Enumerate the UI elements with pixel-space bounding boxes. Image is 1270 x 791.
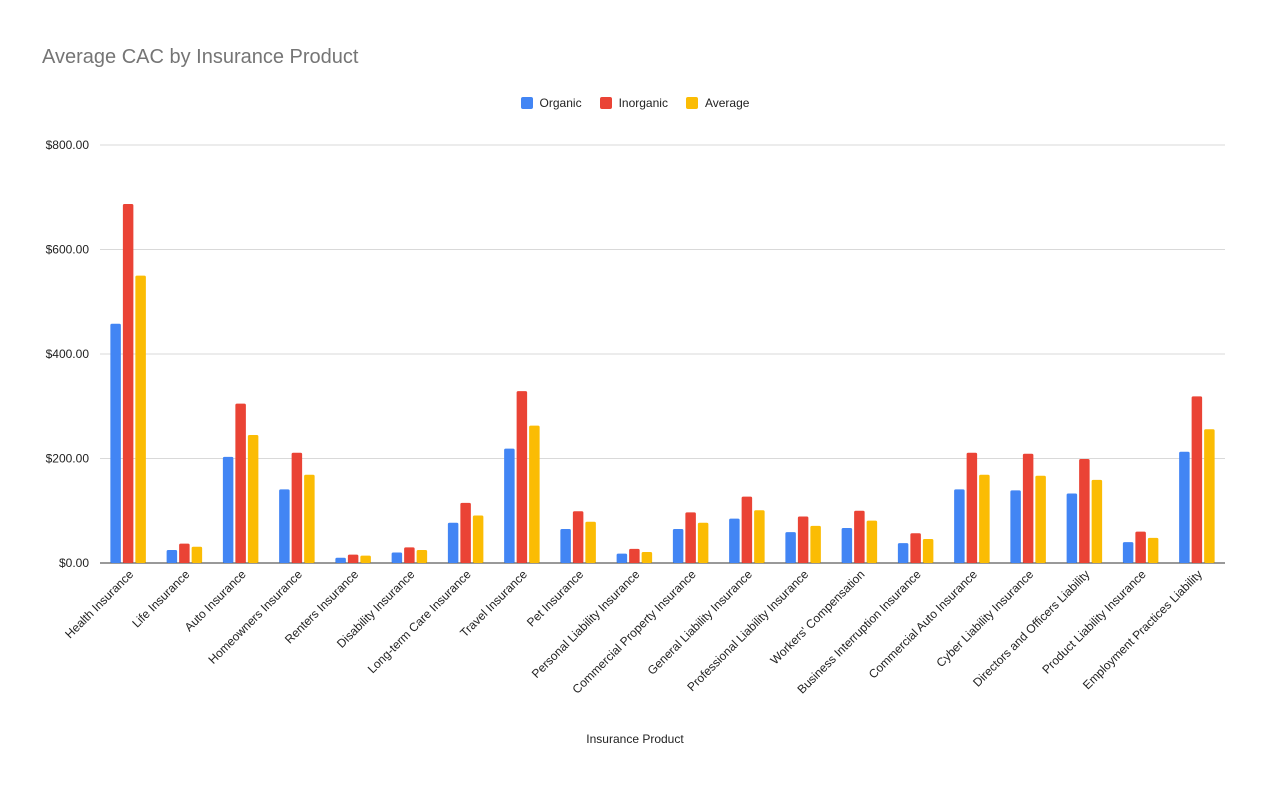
x-tick-label: Homeowners Insurance xyxy=(205,567,305,667)
bar-inorganic[interactable] xyxy=(235,403,246,563)
bar-average[interactable] xyxy=(191,546,203,563)
bar-organic[interactable] xyxy=(391,552,403,563)
bar-organic[interactable] xyxy=(447,522,459,563)
legend-swatch-organic xyxy=(520,97,533,109)
x-tick-label: Life Insurance xyxy=(129,567,192,630)
bar-inorganic[interactable] xyxy=(1135,531,1146,563)
legend-label-organic: Organic xyxy=(539,96,582,110)
chart-legend: Organic Inorganic Average xyxy=(0,96,1270,110)
bar-inorganic[interactable] xyxy=(1022,453,1034,563)
bar-average[interactable] xyxy=(247,434,259,563)
bar-organic[interactable] xyxy=(166,549,178,563)
bar-average[interactable] xyxy=(810,525,821,563)
bar-average[interactable] xyxy=(416,549,428,563)
bar-inorganic[interactable] xyxy=(1191,396,1203,563)
bar-inorganic[interactable] xyxy=(404,547,415,563)
bar-organic[interactable] xyxy=(1010,490,1021,563)
bar-average[interactable] xyxy=(697,522,709,563)
bar-inorganic[interactable] xyxy=(966,452,978,563)
bar-inorganic[interactable] xyxy=(854,510,865,563)
x-tick-label: Cyber Liability Insurance xyxy=(933,567,1036,670)
chart-title: Average CAC by Insurance Product xyxy=(42,46,359,68)
x-tick-label: Health Insurance xyxy=(62,567,136,641)
x-tick-label: Product Liability Insurance xyxy=(1039,567,1149,677)
bar-average[interactable] xyxy=(529,425,540,563)
bar-average[interactable] xyxy=(866,520,878,563)
bar-organic[interactable] xyxy=(841,527,853,563)
bar-organic[interactable] xyxy=(560,529,571,563)
bar-organic[interactable] xyxy=(616,553,628,563)
bar-organic[interactable] xyxy=(222,456,234,563)
y-tick-label: $400.00 xyxy=(46,347,90,361)
bar-organic[interactable] xyxy=(279,489,290,563)
bar-inorganic[interactable] xyxy=(629,548,640,563)
bar-inorganic[interactable] xyxy=(179,543,190,563)
y-tick-label: $200.00 xyxy=(46,452,90,466)
bar-average[interactable] xyxy=(1091,479,1103,563)
y-tick-label: $600.00 xyxy=(46,243,90,257)
bar-average[interactable] xyxy=(360,555,371,563)
bar-inorganic[interactable] xyxy=(741,496,753,563)
bar-inorganic[interactable] xyxy=(685,512,696,563)
bar-inorganic[interactable] xyxy=(1079,459,1090,563)
bar-inorganic[interactable] xyxy=(122,204,134,564)
bar-organic[interactable] xyxy=(729,518,740,563)
y-tick-label: $800.00 xyxy=(46,138,90,152)
bar-organic[interactable] xyxy=(504,448,515,563)
bar-organic[interactable] xyxy=(954,489,965,563)
legend-label-average: Average xyxy=(704,96,750,110)
x-tick-label: Workers' Compensation xyxy=(767,567,867,667)
x-tick-label: Employment Practices Liability xyxy=(1080,567,1205,692)
x-tick-label: Directors and Officers Liability xyxy=(970,567,1092,689)
bar-organic[interactable] xyxy=(672,529,684,563)
bar-average[interactable] xyxy=(472,515,484,563)
bar-average[interactable] xyxy=(585,521,596,563)
bar-average[interactable] xyxy=(922,538,934,563)
bar-organic[interactable] xyxy=(897,543,909,563)
bar-organic[interactable] xyxy=(335,557,346,563)
bar-inorganic[interactable] xyxy=(460,502,471,563)
x-tick-label: Professional Liability Insurance xyxy=(684,567,811,694)
x-tick-label: Pet Insurance xyxy=(524,567,586,629)
bar-organic[interactable] xyxy=(1179,451,1190,563)
bar-average[interactable] xyxy=(1204,429,1215,563)
bar-average[interactable] xyxy=(754,510,765,563)
x-axis-title: Insurance Product xyxy=(586,732,684,746)
legend-swatch-average xyxy=(685,97,698,109)
legend-label-inorganic: Inorganic xyxy=(618,96,668,110)
bar-inorganic[interactable] xyxy=(572,511,584,563)
x-tick-label: General Liability Insurance xyxy=(645,567,756,678)
bar-organic[interactable] xyxy=(110,323,121,563)
legend-item-organic[interactable]: Organic xyxy=(520,96,582,110)
bar-average[interactable] xyxy=(1147,537,1159,563)
x-tick-label: Commercial Auto Insurance xyxy=(866,567,980,681)
legend-item-inorganic[interactable]: Inorganic xyxy=(599,96,668,110)
bar-inorganic[interactable] xyxy=(347,554,359,563)
x-tick-label: Long-term Care Insurance xyxy=(365,567,474,676)
bar-inorganic[interactable] xyxy=(291,452,303,563)
legend-swatch-inorganic xyxy=(599,97,612,109)
bar-organic[interactable] xyxy=(1122,542,1134,563)
bar-inorganic[interactable] xyxy=(910,533,921,563)
bar-average[interactable] xyxy=(641,552,653,563)
bar-average[interactable] xyxy=(979,474,990,563)
x-tick-label: Personal Liability Insurance xyxy=(529,567,643,681)
bar-organic[interactable] xyxy=(785,532,796,563)
bar-inorganic[interactable] xyxy=(516,391,528,563)
bar-average[interactable] xyxy=(1035,475,1046,563)
bar-organic[interactable] xyxy=(1066,493,1078,563)
legend-item-average[interactable]: Average xyxy=(685,96,750,110)
bar-average[interactable] xyxy=(304,474,315,563)
y-tick-label: $0.00 xyxy=(59,556,89,570)
bar-average[interactable] xyxy=(135,275,146,563)
bar-inorganic[interactable] xyxy=(797,516,809,563)
